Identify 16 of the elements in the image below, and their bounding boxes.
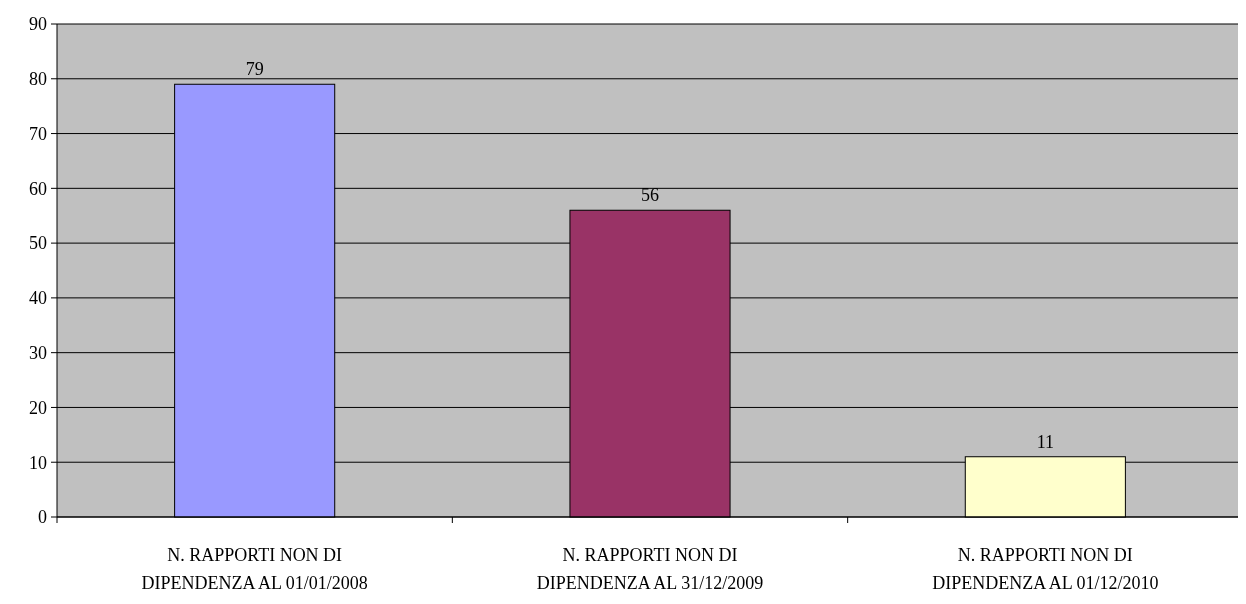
y-tick-label: 0: [38, 507, 47, 528]
y-tick-label: 60: [29, 178, 47, 199]
y-tick-label: 30: [29, 342, 47, 363]
y-tick-label: 80: [29, 69, 47, 90]
y-tick-label: 50: [29, 233, 47, 254]
y-tick-label: 10: [29, 452, 47, 473]
x-tick-label: N. RAPPORTI NON DI DIPENDENZA AL 01/01/2008: [141, 545, 368, 593]
y-tick-label: 20: [29, 397, 47, 418]
x-tick-label: N. RAPPORTI NON DI DIPENDENZA AL 31/12/2009: [536, 545, 764, 593]
data-label: 56: [641, 185, 659, 206]
data-label: 11: [1036, 431, 1055, 452]
y-tick-label: 40: [29, 288, 47, 309]
y-tick-label: 70: [29, 123, 47, 144]
y-tick-label: 90: [29, 14, 47, 35]
data-label: 79: [245, 59, 264, 80]
x-tick-label: N. RAPPORTI NON DI DIPENDENZA AL 01/12/2010: [932, 545, 1159, 593]
